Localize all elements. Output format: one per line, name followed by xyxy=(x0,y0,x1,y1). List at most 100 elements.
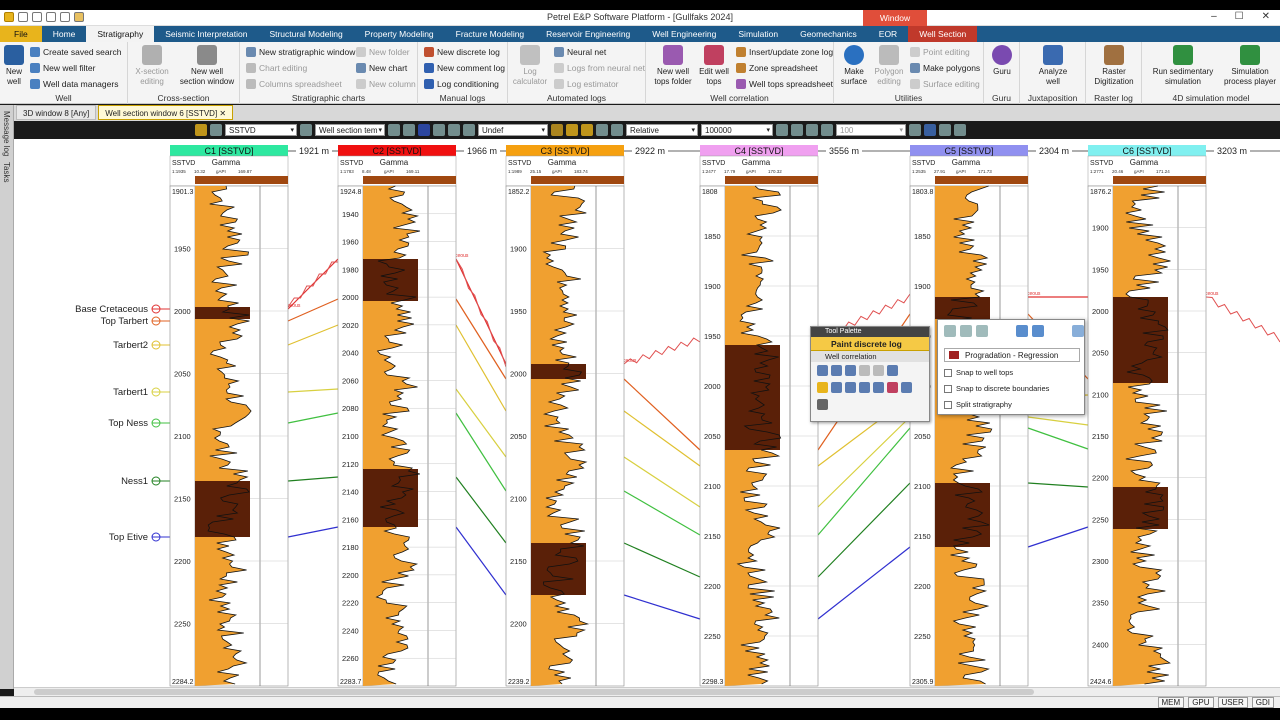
phone-icon[interactable] xyxy=(418,124,430,136)
grid-icon[interactable] xyxy=(611,124,623,136)
tool13-icon[interactable] xyxy=(901,382,912,393)
new-folder-button[interactable]: New folder xyxy=(356,46,410,58)
tab-stratigraphy[interactable]: Stratigraphy xyxy=(86,26,155,42)
correlation-line[interactable] xyxy=(455,476,507,544)
tool7-icon[interactable] xyxy=(817,382,828,393)
correlation-line[interactable] xyxy=(455,526,507,596)
redo-icon[interactable] xyxy=(463,124,475,136)
make-polygons-button[interactable]: Make polygons xyxy=(910,62,980,74)
well-name[interactable]: C5 [SSTVD] xyxy=(944,146,993,156)
snap-well-tops-checkbox[interactable]: Snap to well tops xyxy=(944,368,1013,377)
pan-icon[interactable] xyxy=(924,124,936,136)
columns-spreadsheet-button[interactable]: Columns spreadsheet xyxy=(246,78,342,90)
tab-3d-window[interactable]: 3D window 8 [Any] xyxy=(16,105,97,120)
tab-well-section[interactable]: Well Section xyxy=(908,26,978,42)
neural-net-button[interactable]: Neural net xyxy=(554,46,606,58)
discrete-facies-block[interactable] xyxy=(195,307,250,319)
make-surface-button[interactable]: Make surface xyxy=(838,45,870,87)
correlation-line[interactable] xyxy=(1027,427,1089,450)
unconformity-line[interactable] xyxy=(623,337,701,365)
correlation-line[interactable] xyxy=(287,476,339,482)
analyze-well-button[interactable]: Analyze well xyxy=(1028,45,1078,87)
tab-structural-modeling[interactable]: Structural Modeling xyxy=(269,29,343,39)
discrete-facies-block[interactable] xyxy=(363,469,418,527)
correlation-line[interactable] xyxy=(623,490,701,536)
well-header-bar[interactable] xyxy=(1088,145,1206,156)
redo-icon[interactable] xyxy=(1032,325,1044,337)
tool9-icon[interactable] xyxy=(845,382,856,393)
status-mem[interactable]: MEM xyxy=(1157,697,1185,708)
discrete-facies-block[interactable] xyxy=(531,543,586,595)
correlation-line[interactable] xyxy=(817,546,911,620)
scroll-thumb[interactable] xyxy=(34,689,1034,695)
tab-reservoir-engineering[interactable]: Reservoir Engineering xyxy=(546,29,631,39)
minimize-icon[interactable]: – xyxy=(1211,11,1217,22)
message-log-tab[interactable]: Message log xyxy=(2,111,11,157)
lock-icon[interactable] xyxy=(551,124,563,136)
well-track-5[interactable]: C5 [SSTVD] SSTVD Gamma 1:2535 27.91 gAPI 171.7… xyxy=(909,145,1088,687)
new-well-filter-button[interactable]: New well filter xyxy=(30,62,95,74)
mode3-icon[interactable] xyxy=(976,325,988,337)
well-header-bar[interactable] xyxy=(170,145,288,156)
pointer-icon[interactable] xyxy=(210,124,222,136)
well-header-bar[interactable] xyxy=(338,145,456,156)
correlation-line[interactable] xyxy=(1027,416,1089,426)
undo-icon[interactable] xyxy=(448,124,460,136)
correlation-line[interactable] xyxy=(287,324,339,346)
tool11-icon[interactable] xyxy=(873,382,884,393)
log-calculator-button[interactable]: Log calculator xyxy=(512,45,548,87)
tool1-icon[interactable] xyxy=(817,365,828,376)
correlation-line[interactable] xyxy=(623,542,701,578)
fit-icon[interactable] xyxy=(909,124,921,136)
tab-well-engineering[interactable]: Well Engineering xyxy=(652,29,717,39)
horizon-label[interactable]: Tarbert2 xyxy=(113,340,148,351)
new-well-section-window-button[interactable]: New well section window xyxy=(178,45,236,87)
help-icon[interactable] xyxy=(1072,325,1084,337)
camera-icon[interactable] xyxy=(791,124,803,136)
tab-seismic-interpretation[interactable]: Seismic Interpretation xyxy=(165,29,248,39)
polygon-editing-button[interactable]: Polygon editing xyxy=(872,45,906,87)
guru-button[interactable]: Guru xyxy=(988,45,1016,77)
well-track-1[interactable]: C1 [SSTVD] SSTVD Gamma 1:1935 10.32 gAPI 169.8… xyxy=(169,145,338,687)
horizon-label[interactable]: Top Ness xyxy=(108,418,148,429)
horizon-label[interactable]: Ness1 xyxy=(121,476,148,487)
undo-icon[interactable] xyxy=(1016,325,1028,337)
flatten-icon[interactable] xyxy=(403,124,415,136)
insert-update-zone-log-button[interactable]: Insert/update zone log xyxy=(736,46,833,58)
tool4-icon[interactable] xyxy=(859,365,870,376)
tool14-icon[interactable] xyxy=(817,399,828,410)
correlation-line[interactable] xyxy=(287,412,339,424)
correlation-line[interactable] xyxy=(1027,482,1089,488)
relative-select[interactable]: Relative xyxy=(626,124,698,136)
pin-icon[interactable] xyxy=(954,124,966,136)
tool10-icon[interactable] xyxy=(859,382,870,393)
status-user[interactable]: USER xyxy=(1217,697,1248,708)
tab-well-section-window[interactable]: Well section window 6 [SSTVD] ✕ xyxy=(98,105,234,120)
correlation-line[interactable] xyxy=(287,526,339,538)
search-icon[interactable] xyxy=(806,124,818,136)
snap-discrete-checkbox[interactable]: Snap to discrete boundaries xyxy=(944,384,1049,393)
correlation-line[interactable] xyxy=(455,412,507,492)
new-chart-button[interactable]: New chart xyxy=(356,62,407,74)
point-editing-button[interactable]: Point editing xyxy=(910,46,970,58)
back-icon[interactable] xyxy=(821,124,833,136)
tab-eor[interactable]: EOR xyxy=(878,29,898,39)
unconformity-line[interactable] xyxy=(455,258,507,368)
split-stratigraphy-checkbox[interactable]: Split stratigraphy xyxy=(944,400,1012,409)
tool-icon[interactable] xyxy=(60,12,70,22)
new-well-button[interactable]: New well xyxy=(3,45,25,87)
save-icon[interactable] xyxy=(4,12,14,22)
close-tab-icon[interactable]: ✕ xyxy=(219,109,227,118)
tool3-icon[interactable] xyxy=(845,365,856,376)
new-column-button[interactable]: New column xyxy=(356,78,416,90)
tool12-icon[interactable] xyxy=(887,382,898,393)
mode2-icon[interactable] xyxy=(960,325,972,337)
correlation-line[interactable] xyxy=(287,258,339,310)
horizon-label[interactable]: Top Tarbert xyxy=(101,316,149,327)
status-gdi[interactable]: GDI xyxy=(1251,697,1274,708)
tool8-icon[interactable] xyxy=(831,382,842,393)
print-icon[interactable] xyxy=(776,124,788,136)
correlation-line[interactable] xyxy=(623,594,701,620)
well-header-bar[interactable] xyxy=(910,145,1028,156)
zoom-select[interactable]: 100 xyxy=(836,124,906,136)
